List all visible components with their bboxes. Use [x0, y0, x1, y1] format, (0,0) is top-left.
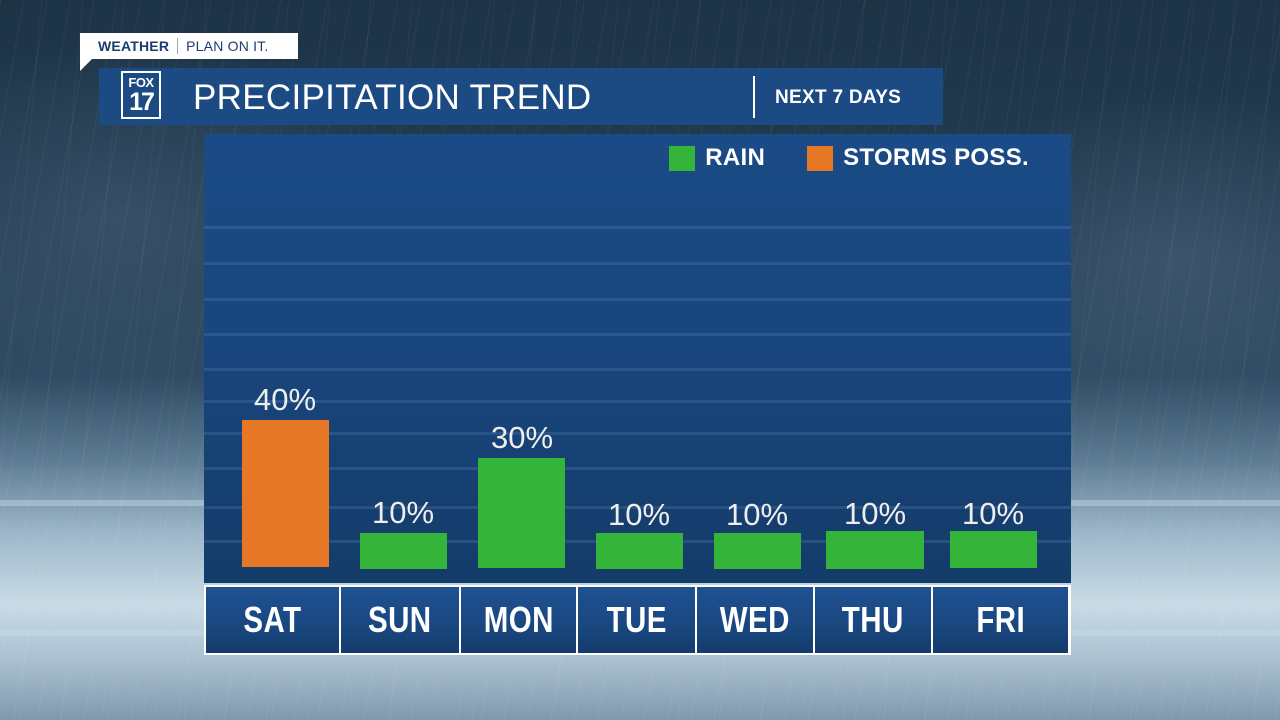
bar-thu: [826, 531, 924, 569]
bar-value-label: 10%: [843, 496, 907, 531]
legend-label-rain: RAIN: [705, 144, 766, 171]
day-label-fri: FRI: [933, 587, 1068, 653]
gridline: [204, 262, 1071, 265]
gridline: [204, 368, 1071, 371]
day-text: MON: [483, 599, 554, 640]
page-subtitle: NEXT 7 DAYS: [775, 87, 902, 108]
x-axis-day-labels: SAT SUN MON TUE WED THU FRI: [204, 585, 1071, 655]
day-text: TUE: [606, 599, 667, 640]
bar-value-label: 10%: [607, 497, 671, 532]
page-title: PRECIPITATION TREND: [193, 78, 592, 117]
chart-legend: RAIN STORMS POSS.: [669, 144, 1029, 172]
day-label-mon: MON: [461, 587, 576, 653]
tag-divider: [177, 38, 179, 54]
gridline: [204, 467, 1071, 470]
bar-wed: [714, 533, 801, 569]
gridline: [204, 432, 1071, 435]
day-text: FRI: [976, 599, 1025, 640]
day-text: SUN: [368, 599, 432, 640]
day-text: WED: [719, 599, 791, 640]
day-text: THU: [842, 599, 904, 640]
bar-value-label: 10%: [725, 497, 789, 532]
tag-brand: WEATHER: [98, 38, 170, 54]
logo-number-text: 17: [129, 88, 155, 116]
bar-sat: [242, 420, 329, 567]
bar-mon: [478, 458, 565, 568]
logo-fox-text: FOX: [128, 75, 154, 90]
bar-value-label: 40%: [253, 382, 317, 417]
title-banner: FOX 17 PRECIPITATION TREND NEXT 7 DAYS: [99, 68, 943, 125]
rain-swatch-icon: [669, 145, 696, 171]
banner-divider: [753, 76, 755, 118]
chart-panel: RAIN STORMS POSS. 40% 10% 30% 10% 10% 10…: [204, 134, 1071, 583]
tag-slogan: PLAN ON IT.: [186, 38, 269, 54]
fox17-logo-icon: FOX 17: [121, 71, 161, 119]
day-text: SAT: [243, 599, 302, 640]
bar-fri: [950, 531, 1037, 568]
day-label-sat: SAT: [206, 587, 339, 653]
day-label-wed: WED: [697, 587, 813, 653]
gridline: [204, 333, 1071, 336]
day-label-tue: TUE: [578, 587, 695, 653]
bar-sun: [360, 533, 447, 569]
bar-value-label: 10%: [371, 495, 435, 530]
legend-label-storms: STORMS POSS.: [843, 144, 1029, 171]
legend-item-rain: RAIN: [669, 144, 765, 172]
gridline: [204, 226, 1071, 229]
legend-item-storms: STORMS POSS.: [807, 144, 1029, 172]
gridline: [204, 298, 1071, 301]
day-label-thu: THU: [815, 587, 931, 653]
bar-value-label: 10%: [961, 496, 1025, 531]
bar-tue: [596, 533, 683, 569]
storms-swatch-icon: [807, 145, 834, 171]
gridline: [204, 400, 1071, 403]
day-label-sun: SUN: [341, 587, 459, 653]
bar-value-label: 30%: [490, 420, 554, 455]
gridline: [204, 506, 1071, 509]
weather-tag: WEATHER PLAN ON IT.: [80, 33, 298, 71]
